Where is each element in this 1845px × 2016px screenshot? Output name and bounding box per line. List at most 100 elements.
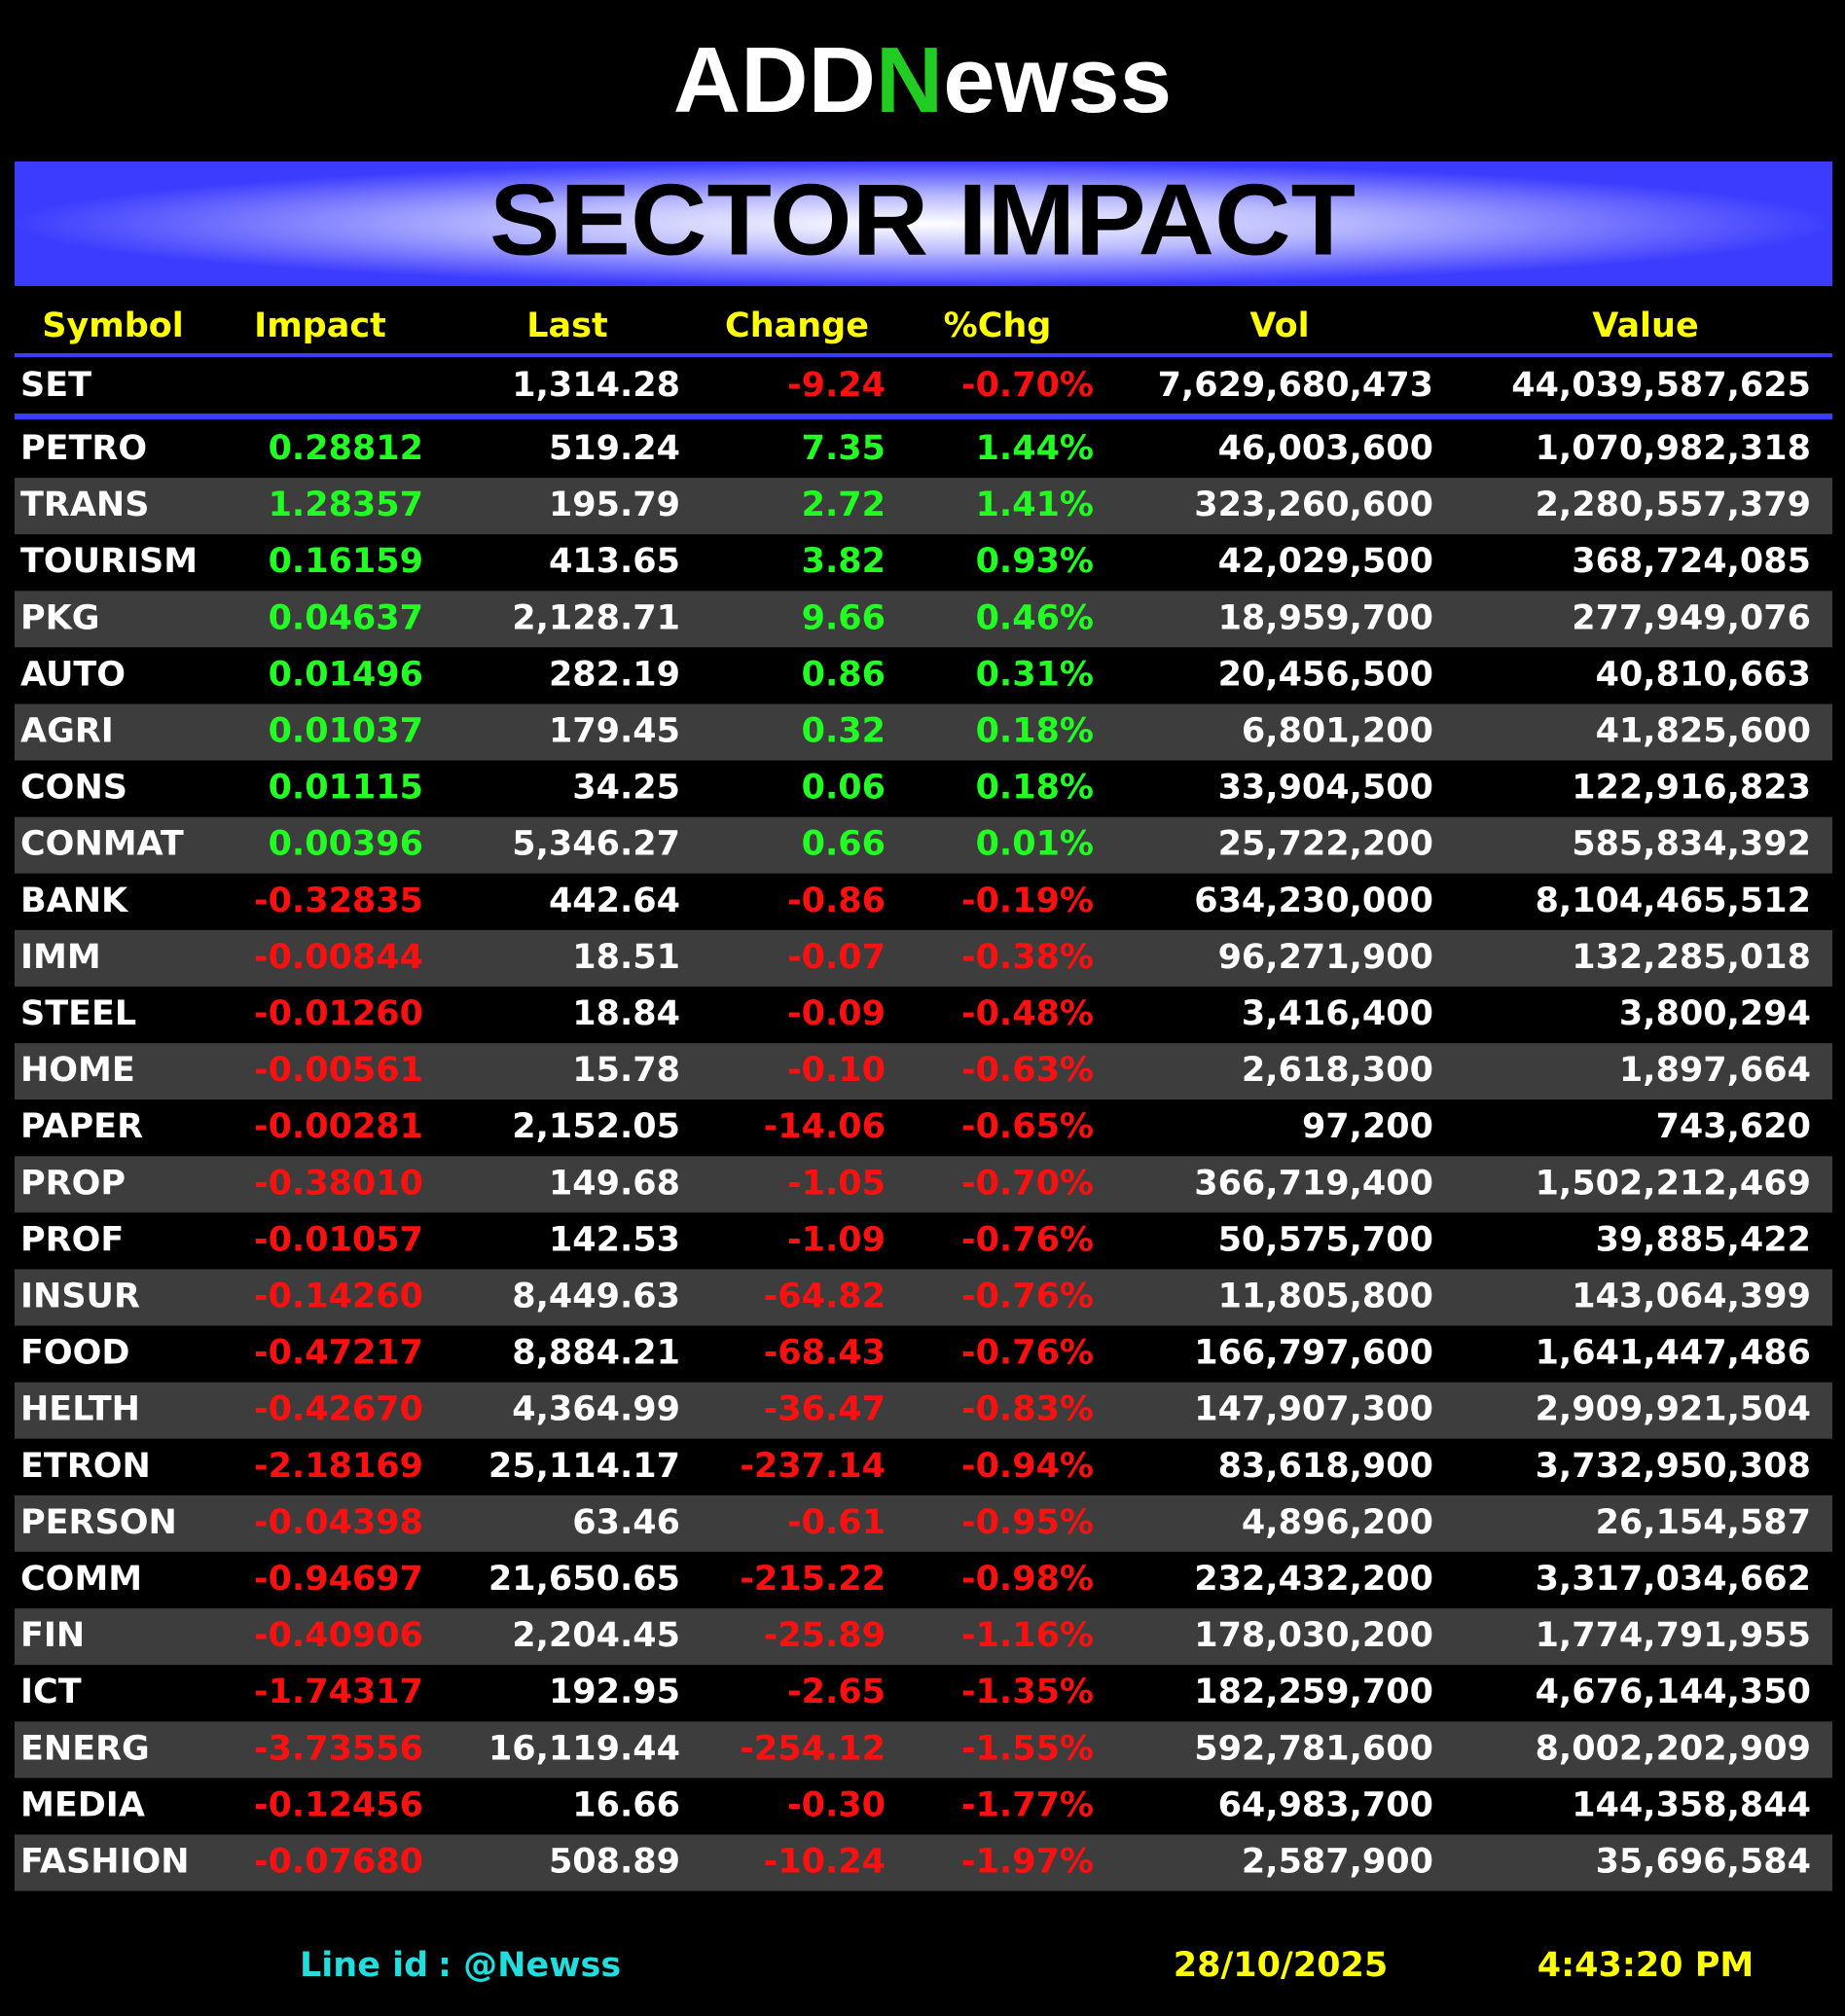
table-cell: CONS [20,769,127,808]
table-cell: -3.73556 [254,1729,423,1768]
table-cell: 16.66 [572,1785,680,1824]
table-cell: 7.35 [802,429,886,468]
table-cell: CONMAT [20,825,184,864]
table-cell: -0.30 [787,1785,886,1824]
table-cell: 15.78 [572,1051,680,1090]
column-header: Vol [1249,306,1309,345]
table-cell: 413.65 [549,542,680,581]
table-cell: 2.72 [802,486,886,524]
table-cell: 1,774,791,955 [1536,1616,1811,1655]
row-band [15,591,1832,648]
logo-part: ewss [943,28,1172,132]
table-cell: 8,884.21 [512,1334,680,1373]
table-cell: -2.65 [787,1673,886,1711]
table-cell: 8,104,465,512 [1536,882,1811,920]
column-header: Change [725,306,869,345]
table-cell: -0.01057 [254,1220,423,1259]
table-cell: -0.86 [787,882,886,920]
table-cell: -1.97% [961,1843,1094,1882]
table-cell: TRANS [20,486,149,524]
table-cell: 3,317,034,662 [1536,1560,1811,1599]
table-cell: 0.16159 [269,542,423,581]
row-band [15,929,1832,987]
table-cell: 2,909,921,504 [1536,1390,1811,1429]
table-cell: 592,781,600 [1194,1729,1433,1768]
table-cell: -0.38% [961,938,1094,977]
table-cell: -0.63% [961,1051,1094,1090]
table-cell: 4,364.99 [512,1390,680,1429]
table-cell: 20,456,500 [1218,655,1433,694]
table-cell: 18.84 [572,994,680,1033]
table-cell: 0.18% [976,769,1094,808]
table-cell: 0.01115 [269,769,423,808]
table-cell: 0.93% [976,542,1094,581]
table-cell: 1.28357 [269,486,423,524]
table-cell: 21,650.65 [488,1560,680,1599]
table-cell: -2.18169 [254,1447,423,1486]
table-cell: 2,618,300 [1242,1051,1433,1090]
table-cell: FASHION [20,1843,190,1882]
table-cell: 323,260,600 [1194,486,1433,524]
table-cell: 144,358,844 [1572,1785,1811,1824]
table-cell: INSUR [20,1278,140,1316]
table-cell: 192.95 [549,1673,680,1711]
table-cell: -68.43 [764,1334,886,1373]
row-band [15,1269,1832,1326]
table-cell: 743,620 [1656,1107,1811,1146]
table-cell: 585,834,392 [1572,825,1811,864]
table-cell: PETRO [20,429,147,468]
table-cell: PROP [20,1164,126,1203]
table-cell: -0.94% [961,1447,1094,1486]
table-cell: 366,719,400 [1194,1164,1433,1203]
table-cell: 40,810,663 [1596,655,1811,694]
table-cell: 0.04637 [269,598,423,637]
table-cell: 634,230,000 [1194,882,1433,920]
table-cell: 142.53 [549,1220,680,1259]
table-cell: -0.12456 [254,1785,423,1824]
table-cell: 41,825,600 [1596,712,1811,751]
table-cell: 182,259,700 [1194,1673,1433,1711]
table-cell: 519.24 [549,429,680,468]
table-cell: PAPER [20,1107,143,1146]
table-cell: 3,800,294 [1619,994,1811,1033]
table-cell: 166,797,600 [1194,1334,1433,1373]
table-cell: -0.09 [787,994,886,1033]
table-cell: -0.00281 [254,1107,423,1146]
logo: ADDNewss [673,28,1172,132]
table-cell: 149.68 [549,1164,680,1203]
table-cell: 50,575,700 [1218,1220,1433,1259]
table-cell: 39,885,422 [1596,1220,1811,1259]
table-cell: -0.76% [961,1334,1094,1373]
table-cell: -0.48% [961,994,1094,1033]
table-cell: ENERG [20,1729,150,1768]
table-cell: -0.07680 [254,1843,423,1882]
table-cell: 4,676,144,350 [1536,1673,1811,1711]
table-cell: -0.38010 [254,1164,423,1203]
table-cell: 1,897,664 [1619,1051,1811,1090]
table-cell: COMM [20,1560,142,1599]
table-cell: -0.98% [961,1560,1094,1599]
table-cell: -0.19% [961,882,1094,920]
table-cell: PROF [20,1220,124,1259]
table-cell: 0.01496 [269,655,423,694]
table-cell: 96,271,900 [1218,938,1433,977]
row-band [15,1156,1832,1213]
table-cell: 9.66 [802,598,886,637]
table-cell: 8,002,202,909 [1536,1729,1811,1768]
footer-time: 4:43:20 PM [1538,1946,1754,1985]
table-cell: 0.00396 [269,825,423,864]
table-cell: 195.79 [549,486,680,524]
table-cell: 11,805,800 [1218,1278,1433,1316]
table-cell: -0.01260 [254,994,423,1033]
table-cell: 0.01037 [269,712,423,751]
table-cell: 132,285,018 [1572,938,1811,977]
table-cell: 1,070,982,318 [1536,429,1811,468]
column-header: Value [1592,306,1698,345]
table-cell: 1.41% [976,486,1094,524]
footer-line-id: : @Newss [438,1946,621,1985]
row-band [15,816,1832,874]
table-cell: 0.18% [976,712,1094,751]
table-cell: 16,119.44 [488,1729,680,1768]
table-cell: 0.31% [976,655,1094,694]
